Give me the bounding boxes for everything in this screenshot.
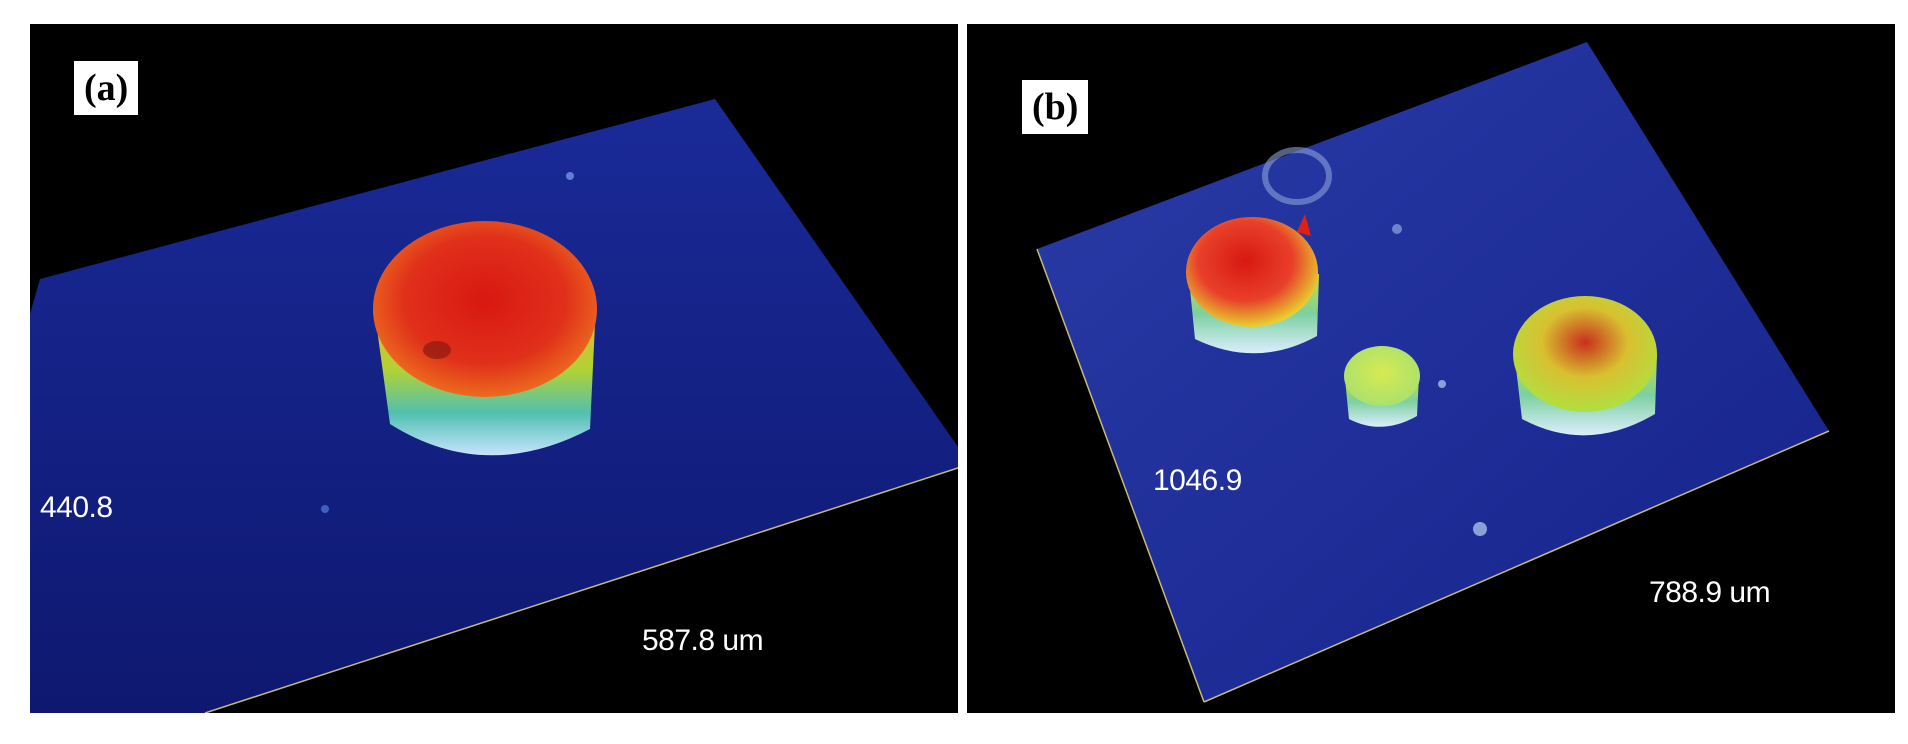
surface-speck (321, 505, 329, 513)
panel-a: (a) 440.8 587.8 um (30, 24, 958, 713)
dome-left-top (1186, 217, 1318, 327)
panel-b: (b) 1046.9 788.9 um (967, 24, 1895, 713)
residue-ring (1262, 147, 1332, 205)
surface-speck (1438, 380, 1446, 388)
plane-edge-bottom (1203, 430, 1830, 703)
surface-speck (1392, 224, 1402, 234)
axis-label-left-b: 1046.9 (1153, 464, 1242, 497)
axis-label-left-a: 440.8 (40, 491, 113, 524)
dome-top-shadow (423, 341, 451, 359)
panel-tag-a: (a) (74, 61, 139, 115)
panel-tag-b: (b) (1022, 80, 1089, 134)
dome-right-top (1513, 296, 1657, 412)
dome-top (373, 221, 597, 397)
surface-speck (1473, 522, 1487, 536)
axis-label-bottom-b: 788.9 um (1649, 576, 1771, 609)
base-plane (1037, 42, 1829, 702)
plane-edge-left (1036, 248, 1205, 703)
surface-profile-a (30, 99, 958, 713)
surface-speck (566, 172, 574, 180)
plane-edge-bottom (204, 467, 958, 713)
dome-left-spike (1297, 214, 1311, 236)
axis-label-bottom-a: 587.8 um (642, 624, 764, 657)
surface-profile-b (1036, 42, 1830, 703)
dome-middle-top (1344, 346, 1420, 406)
